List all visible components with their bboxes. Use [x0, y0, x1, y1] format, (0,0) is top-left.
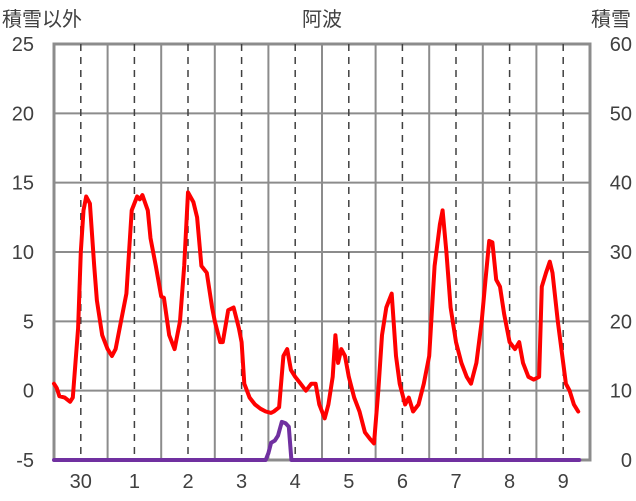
series-layer — [52, 190, 582, 462]
x-tick-label: 8 — [504, 471, 515, 493]
right-tick-label: 0 — [621, 450, 632, 472]
left-tick-label: 25 — [12, 34, 34, 56]
left-tick-label: 0 — [23, 381, 34, 403]
left-tick-label: 5 — [23, 311, 34, 333]
right-tick-label: 30 — [610, 242, 632, 264]
right-axis-label: 積雪 — [591, 7, 631, 31]
right-tick-label: 60 — [610, 34, 632, 56]
x-tick-label: 1 — [129, 471, 140, 493]
x-tick-label: 4 — [290, 471, 301, 493]
x-tick-label: 6 — [397, 471, 408, 493]
right-tick-label: 50 — [610, 103, 632, 125]
right-tick-label: 10 — [610, 381, 632, 403]
x-tick-label: 5 — [343, 471, 354, 493]
x-tick-label: 7 — [450, 471, 461, 493]
x-tick-label: 9 — [558, 471, 569, 493]
series-line-snow — [52, 419, 582, 462]
vertical-grid — [80, 44, 564, 460]
x-tick-labels: 30 1 2 3 4 5 6 7 8 9 — [70, 471, 569, 493]
right-tick-label: 20 — [610, 311, 632, 333]
left-tick-label: 10 — [12, 242, 34, 264]
right-tick-label: 40 — [610, 173, 632, 195]
series-line-other — [52, 190, 581, 446]
chart-title: 阿波 — [302, 7, 342, 31]
left-tick-labels: -5 0 5 10 15 20 25 — [12, 34, 34, 472]
x-tick-label: 3 — [236, 471, 247, 493]
right-tick-labels: 0 10 20 30 40 50 60 — [610, 34, 632, 472]
left-tick-label: 15 — [12, 173, 34, 195]
left-axis-label: 積雪以外 — [2, 7, 82, 31]
left-tick-label: 20 — [12, 103, 34, 125]
left-tick-label: -5 — [16, 450, 34, 472]
x-tick-label: 30 — [70, 471, 92, 493]
x-tick-label: 2 — [182, 471, 193, 493]
